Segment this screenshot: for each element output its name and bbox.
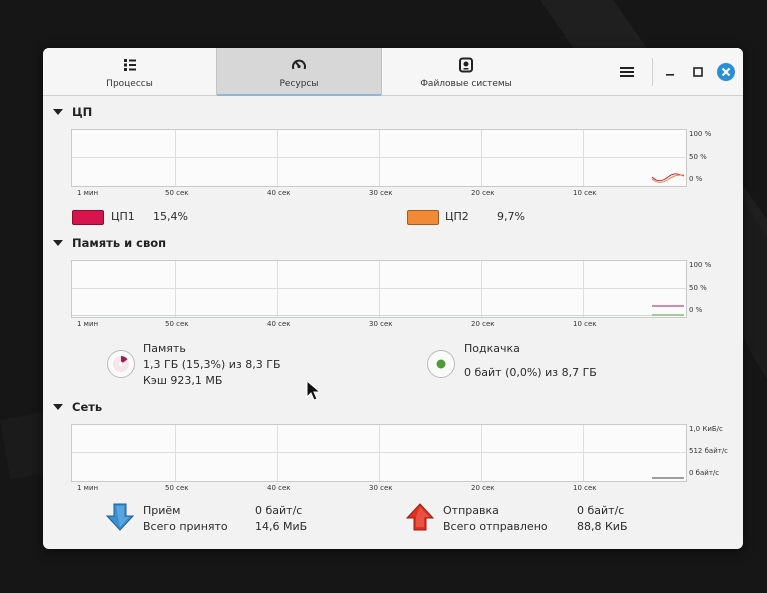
section-title: ЦП	[72, 105, 93, 119]
mouse-cursor-icon	[306, 380, 322, 401]
section-toggle-network[interactable]: Сеть	[53, 400, 102, 414]
send-total-label: Всего отправлено	[443, 520, 548, 533]
swap-usage: 0 байт (0,0%) из 8,7 ГБ	[464, 366, 597, 379]
x-axis-label: 30 сек	[369, 320, 393, 328]
x-axis-label: 20 сек	[471, 189, 495, 197]
disk-icon	[459, 57, 473, 73]
x-axis-labels: 1 мин 50 сек 40 сек 30 сек 20 сек 10 сек	[71, 320, 685, 330]
section-title: Память и своп	[72, 236, 167, 250]
x-axis-label: 30 сек	[369, 189, 393, 197]
swap-pie-chart	[436, 359, 446, 369]
send-rate: 0 байт/с	[577, 504, 625, 517]
memory-pie-chart	[113, 356, 129, 372]
x-axis-label: 20 сек	[471, 320, 495, 328]
x-axis-labels: 1 мин 50 сек 40 сек 30 сек 20 сек 10 сек	[71, 484, 685, 494]
memory-history-lines	[72, 305, 684, 316]
x-axis-label: 50 сек	[165, 484, 189, 492]
y-axis-label: 0 %	[689, 175, 703, 183]
memory-graph	[71, 260, 687, 318]
tab-filesystems[interactable]: Файловые системы	[382, 48, 550, 95]
section-toggle-memory[interactable]: Память и своп	[53, 236, 166, 250]
send-label: Отправка	[443, 504, 499, 517]
y-axis-label: 1,0 КиБ/с	[689, 425, 723, 433]
maximize-icon[interactable]	[688, 62, 708, 82]
x-axis-label: 1 мин	[77, 320, 99, 328]
cpu1-label: ЦП1	[111, 210, 135, 223]
tab-label: Процессы	[106, 79, 153, 89]
y-axis-label: 100 %	[689, 261, 712, 269]
expand-arrow-icon	[53, 404, 63, 410]
x-axis-label: 50 сек	[165, 189, 189, 197]
y-axis-label: 512 байт/с	[689, 447, 729, 455]
y-axis-label: 100 %	[689, 130, 712, 138]
send-total: 88,8 КиБ	[577, 520, 628, 533]
swap-label: Подкачка	[464, 342, 520, 355]
tab-resources[interactable]: Ресурсы	[216, 48, 382, 96]
tab-processes[interactable]: Процессы	[43, 48, 216, 95]
x-axis-label: 40 сек	[267, 320, 291, 328]
section-title: Сеть	[72, 400, 103, 414]
x-axis-label: 10 сек	[573, 189, 597, 197]
minimize-icon[interactable]	[660, 62, 680, 82]
network-graph	[71, 424, 687, 482]
close-icon[interactable]	[716, 62, 736, 82]
memory-cache: Кэш 923,1 МБ	[143, 374, 223, 387]
download-arrow-icon[interactable]	[105, 502, 135, 532]
receive-total: 14,6 МиБ	[255, 520, 308, 533]
tab-label: Ресурсы	[279, 79, 319, 89]
x-axis-label: 40 сек	[267, 484, 291, 492]
y-axis-label: 50 %	[689, 153, 707, 161]
section-toggle-cpu[interactable]: ЦП	[53, 105, 92, 119]
gauge-icon	[292, 59, 306, 70]
cpu1-color-swatch[interactable]	[72, 210, 104, 225]
memory-pie-icon[interactable]	[107, 350, 135, 378]
x-axis-label: 10 сек	[573, 320, 597, 328]
cpu2-value: 9,7%	[497, 210, 525, 223]
y-axis-label: 0 %	[689, 306, 703, 314]
expand-arrow-icon	[53, 109, 63, 115]
x-axis-labels: 1 мин 50 сек 40 сек 30 сек 20 сек 10 сек	[71, 189, 685, 199]
x-axis-label: 1 мин	[77, 484, 99, 492]
x-axis-label: 40 сек	[267, 189, 291, 197]
cpu1-value: 15,4%	[153, 210, 188, 223]
expand-arrow-icon	[53, 240, 63, 246]
x-axis-label: 20 сек	[471, 484, 495, 492]
header-separator	[652, 58, 653, 86]
cpu2-label: ЦП2	[445, 210, 469, 223]
system-monitor-window: Процессы Ресурсы Файловые системы	[43, 48, 743, 549]
x-axis-label: 10 сек	[573, 484, 597, 492]
x-axis-label: 50 сек	[165, 320, 189, 328]
header-bar: Процессы Ресурсы Файловые системы	[43, 48, 743, 96]
cpu-history-lines	[651, 173, 685, 183]
cpu2-color-swatch[interactable]	[407, 210, 439, 225]
network-history-lines	[652, 477, 684, 479]
y-axis-label: 50 %	[689, 284, 707, 292]
cpu-graph	[71, 129, 687, 187]
menu-icon[interactable]	[617, 62, 637, 82]
swap-pie-icon[interactable]	[427, 350, 455, 378]
upload-arrow-icon[interactable]	[405, 502, 435, 532]
x-axis-label: 1 мин	[77, 189, 99, 197]
list-icon	[123, 59, 136, 71]
receive-rate: 0 байт/с	[255, 504, 303, 517]
memory-usage: 1,3 ГБ (15,3%) из 8,3 ГБ	[143, 358, 281, 371]
y-axis-label: 0 байт/с	[689, 469, 720, 477]
tab-label: Файловые системы	[420, 79, 512, 89]
memory-label: Память	[143, 342, 186, 355]
x-axis-label: 30 сек	[369, 484, 393, 492]
receive-label: Приём	[143, 504, 181, 517]
receive-total-label: Всего принято	[143, 520, 228, 533]
